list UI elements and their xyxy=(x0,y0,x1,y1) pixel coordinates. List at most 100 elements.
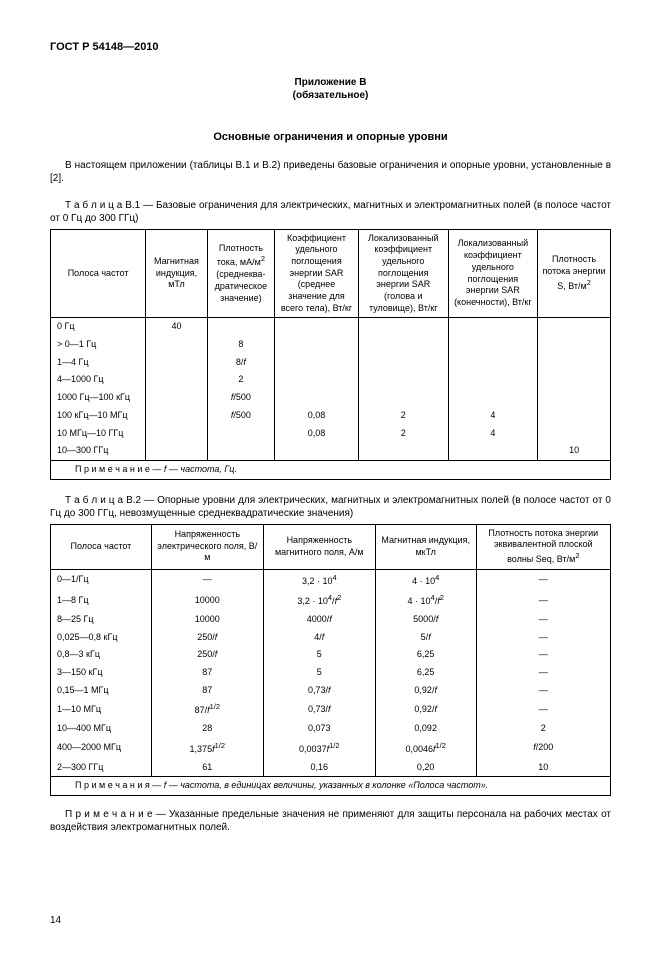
table-cell: f/200 xyxy=(476,738,610,759)
table-cell xyxy=(358,442,448,460)
table-cell: 87/f1/2 xyxy=(151,699,263,720)
table-cell: 1—4 Гц xyxy=(51,354,146,372)
t1-h3: Плотность тока, мА/м2 (среднеква-дратиче… xyxy=(207,229,274,318)
table-cell: 0,0046f1/2 xyxy=(375,738,476,759)
bottom-note: П р и м е ч а н и е — Указанные предельн… xyxy=(50,808,611,834)
t2-h1: Полоса частот xyxy=(51,524,152,569)
appendix-line1: Приложение В xyxy=(50,76,611,89)
table-row: 2—300 ГГц610,160,2010 xyxy=(51,759,611,777)
t2-h5: Плотность потока энергии эквивалентной п… xyxy=(476,524,610,569)
table-cell xyxy=(146,407,208,425)
table-row: 0,8—3 кГц250/f56,25— xyxy=(51,646,611,664)
table-cell xyxy=(538,425,611,443)
table-cell xyxy=(274,389,358,407)
table-cell: 0,073 xyxy=(263,720,375,738)
table-cell xyxy=(358,354,448,372)
t2-h2: Напряженность электрического поля, В/м xyxy=(151,524,263,569)
table-cell: f/500 xyxy=(207,407,274,425)
table-row: 8—25 Гц100004000/f5000/f— xyxy=(51,611,611,629)
table-cell xyxy=(146,425,208,443)
table-b1-header-row: Полоса частот Магнитная индукция, мТл Пл… xyxy=(51,229,611,318)
table-cell: 10—400 МГц xyxy=(51,720,152,738)
table-cell: 10 xyxy=(476,759,610,777)
table-cell: — xyxy=(476,569,610,590)
table-row: 10—300 ГГц 10 xyxy=(51,442,611,460)
table-cell: 0—1/Гц xyxy=(51,569,152,590)
table-cell: 1000 Гц—100 кГц xyxy=(51,389,146,407)
table-cell xyxy=(146,354,208,372)
table2-caption-text: В.2 — Опорные уровни для электрических, … xyxy=(50,495,611,519)
intro-paragraph: В настоящем приложении (таблицы В.1 и В.… xyxy=(50,159,611,185)
table2-caption: Т а б л и ц а В.2 — Опорные уровни для э… xyxy=(50,494,611,520)
table-cell: 1,375f1/2 xyxy=(151,738,263,759)
table-cell: 400—2000 МГц xyxy=(51,738,152,759)
table-cell: — xyxy=(476,699,610,720)
t1-h3-l1: Плотность тока, мА/м xyxy=(217,243,263,268)
table-cell xyxy=(207,425,274,443)
table-cell: 6,25 xyxy=(375,664,476,682)
t1-h5: Локализованный коэффициент удельного пог… xyxy=(358,229,448,318)
table-cell: 0,0037f1/2 xyxy=(263,738,375,759)
table-cell: — xyxy=(476,611,610,629)
table-cell: 8/f xyxy=(207,354,274,372)
t2-note-row: П р и м е ч а н и я — f — частота, в еди… xyxy=(51,777,611,796)
table-cell: — xyxy=(476,629,610,647)
table-cell: 5000/f xyxy=(375,611,476,629)
table-cell: 10 МГц—10 ГГц xyxy=(51,425,146,443)
table-cell xyxy=(358,371,448,389)
t1-h6: Локализованный коэффициент удельного пог… xyxy=(448,229,538,318)
table-cell: 250/f xyxy=(151,629,263,647)
table-cell: f/500 xyxy=(207,389,274,407)
table-cell xyxy=(538,336,611,354)
table-row: 0,15—1 МГц870,73/f0,92/f— xyxy=(51,682,611,700)
table-cell xyxy=(274,318,358,336)
table-cell: 100 кГц—10 МГц xyxy=(51,407,146,425)
table-row: 0,025—0,8 кГц250/f4/f5/f— xyxy=(51,629,611,647)
t1-h3-l2: (среднеква-дратическое значение) xyxy=(215,269,267,302)
table-cell: 4—1000 Гц xyxy=(51,371,146,389)
table-cell: 0,92/f xyxy=(375,682,476,700)
table-cell: 5/f xyxy=(375,629,476,647)
t1-note-row: П р и м е ч а н и е — f — частота, Гц. xyxy=(51,460,611,479)
table-cell: 4 · 104/f2 xyxy=(375,590,476,611)
table-cell: 1—10 МГц xyxy=(51,699,152,720)
table-cell xyxy=(448,389,538,407)
table-cell: 0,8—3 кГц xyxy=(51,646,152,664)
bottom-note-pre: П р и м е ч а н и е — xyxy=(65,809,169,820)
table-cell: 5 xyxy=(263,664,375,682)
t2-h5-l1: Плотность потока энергии эквивалентной п… xyxy=(488,528,598,564)
t1-note-pre: П р и м е ч а н и е — xyxy=(75,464,164,474)
table2-caption-pre: Т а б л и ц а xyxy=(65,495,123,506)
table-cell: 6,25 xyxy=(375,646,476,664)
table1-caption-pre: Т а б л и ц а xyxy=(65,200,122,211)
table-cell: 28 xyxy=(151,720,263,738)
table-cell xyxy=(358,336,448,354)
table-cell: 10 xyxy=(538,442,611,460)
table-cell: 8 xyxy=(207,336,274,354)
table-row: 4—1000 Гц 2 xyxy=(51,371,611,389)
table-cell: 0 Гц xyxy=(51,318,146,336)
table-cell xyxy=(146,442,208,460)
table-row: 400—2000 МГц1,375f1/20,0037f1/20,0046f1/… xyxy=(51,738,611,759)
table-row: 1—8 Гц100003,2 · 104/f24 · 104/f2— xyxy=(51,590,611,611)
table-cell xyxy=(274,354,358,372)
t1-h7: Плотность потока энергии S, Вт/м2 xyxy=(538,229,611,318)
table-cell: 61 xyxy=(151,759,263,777)
t1-h4: Коэффициент удельного поглощения энергии… xyxy=(274,229,358,318)
table-cell: 10—300 ГГц xyxy=(51,442,146,460)
table-cell xyxy=(274,371,358,389)
main-title: Основные ограничения и опорные уровни xyxy=(50,130,611,144)
table-cell xyxy=(146,336,208,354)
table-row: 0 Гц40 xyxy=(51,318,611,336)
table-cell: > 0—1 Гц xyxy=(51,336,146,354)
table-cell: 0,08 xyxy=(274,407,358,425)
table-row: 1—4 Гц 8/f xyxy=(51,354,611,372)
table-cell: 2 xyxy=(207,371,274,389)
table-cell xyxy=(146,371,208,389)
table-row: 10—400 МГц280,0730,0922 xyxy=(51,720,611,738)
table-cell: 87 xyxy=(151,664,263,682)
table-cell xyxy=(538,354,611,372)
table-row: 100 кГц—10 МГцf/5000,0824 xyxy=(51,407,611,425)
table-cell: 0,092 xyxy=(375,720,476,738)
table-cell: 0,92/f xyxy=(375,699,476,720)
